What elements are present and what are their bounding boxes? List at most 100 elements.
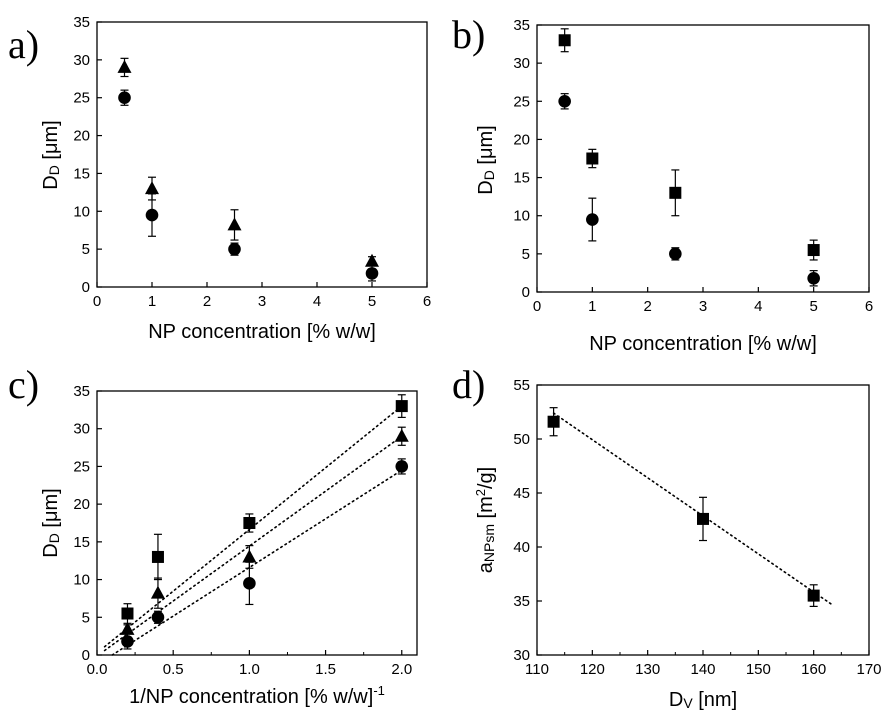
square-point [121,607,134,620]
x-tick-label: 140 [690,661,715,678]
circle-point [395,460,409,473]
y-tick-label: 30 [513,647,530,664]
y-tick-label: 30 [73,52,90,69]
circle-point [151,610,165,624]
square-point [697,512,709,525]
square-point [669,186,682,199]
panel-label: b) [452,12,485,57]
y-tick-label: 5 [82,241,90,258]
fit-line [111,469,403,656]
x-axis-title: DV [nm] [669,689,737,711]
y-tick-label: 20 [73,128,90,145]
x-tick-label: 130 [635,661,660,678]
square-point [151,550,164,563]
square-point [243,517,256,529]
circle-point [118,91,131,105]
circle-point [807,271,820,285]
x-tick-label: 4 [754,298,762,315]
x-tick-label: 2.0 [391,661,412,678]
y-tick-label: 35 [513,17,530,34]
circle-point [365,267,379,280]
y-tick-label: 25 [513,93,530,110]
plot-frame [96,21,428,288]
chart-panel-b: 0 1 2 3 4 5 6 0 5 10 15 20 25 30 35 b) DD [μm] NP concent… [452,12,873,355]
x-axis-title: NP concentration [% w/w] [148,321,376,343]
square-point [395,400,408,413]
y-tick-label: 10 [73,572,90,589]
x-tick-label: 160 [801,661,826,678]
y-tick-label: 0 [82,647,90,664]
fit-line [552,412,834,607]
fit-line [103,435,403,652]
y-tick-label: 45 [513,485,530,502]
triangle-point [145,181,159,195]
y-tick-label: 55 [513,377,530,394]
square-point [558,34,571,47]
x-tick-label: 3 [258,293,266,310]
y-tick-label: 5 [522,246,530,263]
y-tick-label: 25 [73,90,90,107]
triangle-point [394,428,409,442]
y-tick-label: 35 [513,593,530,610]
x-tick-label: 3 [699,298,707,315]
square-point [547,415,560,428]
x-tick-label: 4 [313,293,321,310]
y-axis-title: DD [μm] [40,488,62,557]
x-tick-label: 6 [423,293,431,310]
triangle-point [242,549,257,563]
y-tick-label: 35 [73,14,90,31]
x-axis-title: 1/NP concentration [% w/w]-1 [129,683,385,708]
y-axis-title: DD [μm] [40,120,62,189]
x-tick-label: 2 [203,293,211,310]
y-axis-title: DD [μm] [475,125,497,194]
chart-panel-c: 0.0 0.5 1.0 1.5 2.0 0 5 10 15 20 25 30 35 c) DD [μm] 1/… [8,362,418,708]
x-tick-label: 1.5 [315,661,336,678]
panel-label: c) [8,362,39,407]
x-tick-label: 120 [580,661,605,678]
y-tick-label: 40 [513,539,530,556]
x-tick-label: 0.5 [163,661,184,678]
plot-frame [96,390,418,656]
y-tick-label: 10 [513,208,530,225]
circle-point [586,213,599,226]
circle-point [145,208,159,222]
square-point [807,244,820,257]
y-tick-label: 50 [513,431,530,448]
circle-point [558,94,571,108]
y-tick-label: 15 [513,170,530,187]
x-tick-label: 5 [368,293,376,310]
triangle-point [150,585,165,599]
x-tick-label: 110 [525,661,549,678]
y-tick-label: 20 [73,496,90,513]
y-tick-label: 25 [73,458,90,475]
circle-point [228,242,241,256]
triangle-point [120,621,135,635]
y-tick-label: 30 [513,55,530,72]
x-tick-label: 150 [746,661,771,678]
x-tick-label: 1.0 [239,661,260,678]
y-tick-label: 15 [73,534,90,551]
panel-label: a) [8,22,39,67]
y-axis-title: aNPsm [m2/g] [473,467,497,574]
y-tick-label: 30 [73,421,90,438]
x-tick-label: 0 [93,293,101,310]
x-tick-label: 0.0 [87,661,108,678]
y-tick-label: 5 [82,609,90,626]
panel-label: d) [452,362,485,407]
x-tick-label: 1 [148,293,156,310]
chart-panel-a: 0 1 2 3 4 5 6 0 5 10 15 20 25 30 35 a) DD [μm] NP concent… [8,14,431,343]
circle-point [669,247,682,261]
y-tick-label: 0 [522,284,530,301]
x-tick-label: 0 [533,298,541,315]
x-tick-label: 170 [856,661,881,678]
circle-point [243,577,256,590]
x-tick-label: 1 [588,298,596,315]
triangle-point [365,253,379,267]
y-tick-label: 20 [513,131,530,148]
square-point [586,152,599,165]
y-tick-label: 15 [73,165,90,182]
x-axis-title: NP concentration [% w/w] [589,333,817,355]
x-tick-label: 6 [865,298,873,315]
